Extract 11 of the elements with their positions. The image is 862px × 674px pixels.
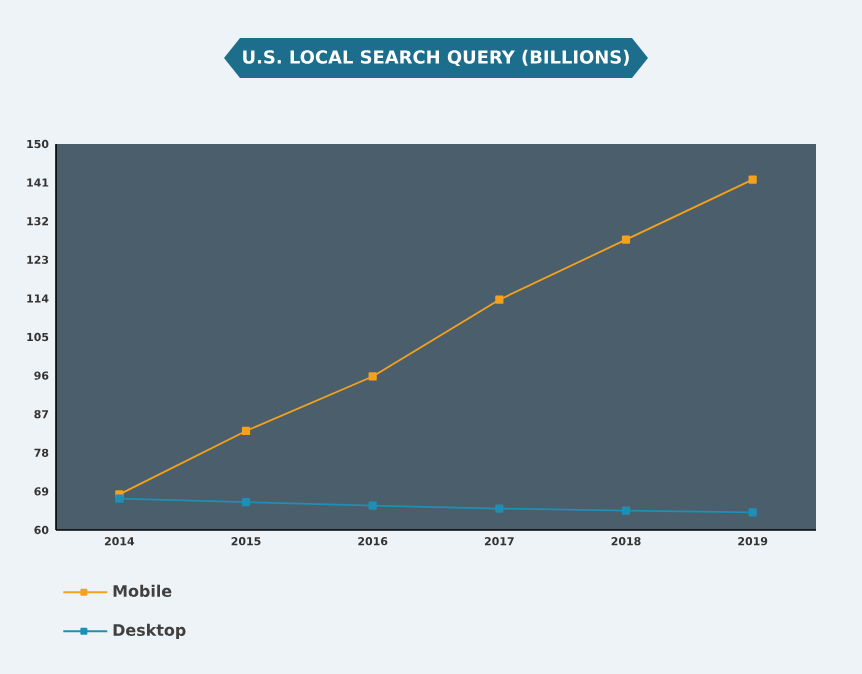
point xyxy=(368,501,377,510)
point xyxy=(368,372,377,381)
point xyxy=(495,504,504,513)
chart-title: U.S. LOCAL SEARCH QUERY (BILLIONS) xyxy=(243,49,629,67)
point xyxy=(241,426,251,436)
point xyxy=(495,295,504,304)
point xyxy=(621,235,631,244)
point xyxy=(621,506,631,515)
point xyxy=(748,175,757,184)
point xyxy=(241,498,251,507)
point xyxy=(748,508,757,517)
